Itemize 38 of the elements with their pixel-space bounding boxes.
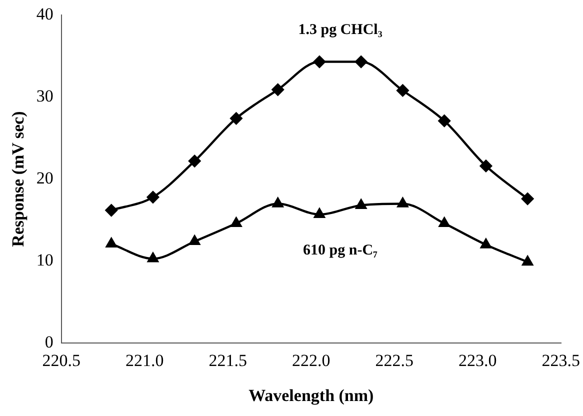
x-tick-label: 222.0 <box>292 350 330 370</box>
point <box>522 256 534 266</box>
x-tick-label: 221.5 <box>208 350 248 370</box>
point <box>314 208 325 218</box>
point <box>272 84 284 96</box>
point <box>189 235 200 246</box>
point <box>438 114 450 127</box>
x-tick-label: 223.5 <box>542 350 580 370</box>
point <box>272 198 284 208</box>
point <box>188 154 201 168</box>
point <box>230 217 242 228</box>
point <box>230 112 242 124</box>
point <box>521 192 534 205</box>
x-axis-title: Wavelength (nm) <box>248 386 374 406</box>
point <box>148 252 158 262</box>
point <box>354 56 368 68</box>
point <box>480 160 492 172</box>
y-tick-label: 30 <box>36 86 54 106</box>
x-tick-label: 221.0 <box>126 350 164 370</box>
point <box>438 217 450 228</box>
y-tick-label: 10 <box>36 250 54 270</box>
x-tick-label: 223.0 <box>458 350 497 370</box>
y-tick-label: 20 <box>36 168 54 188</box>
point <box>480 238 492 248</box>
point <box>397 198 408 208</box>
point <box>356 199 367 209</box>
y-tick-label: 40 <box>36 4 54 24</box>
point <box>105 204 118 216</box>
series-label: 1.3 pg CHCl₃ <box>298 22 383 38</box>
point <box>146 191 160 204</box>
point <box>396 84 409 97</box>
x-tick-label: 222.5 <box>375 350 414 370</box>
y-tick-label: 0 <box>44 332 54 352</box>
point <box>313 56 326 68</box>
point <box>106 238 117 248</box>
x-tick-label: 220.5 <box>42 350 81 370</box>
y-axis-title: Response (mV sec) <box>8 111 28 247</box>
series-label: 610 pg n-C₇ <box>303 242 378 258</box>
